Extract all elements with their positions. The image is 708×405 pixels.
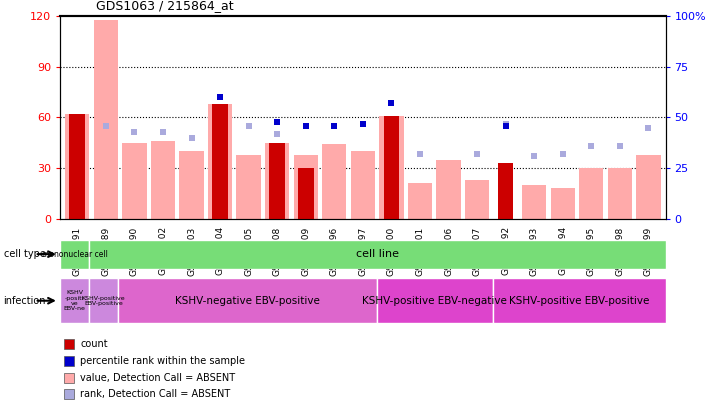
Bar [179, 151, 204, 219]
Text: KSHV-negative EBV-positive: KSHV-negative EBV-positive [175, 296, 320, 306]
Bar [465, 180, 489, 219]
Bar [208, 104, 232, 219]
Bar [379, 116, 404, 219]
Bar [384, 116, 399, 219]
Bar [65, 114, 89, 219]
Bar [93, 19, 118, 219]
Text: cell type: cell type [4, 249, 45, 259]
Bar [212, 104, 228, 219]
Bar [579, 168, 603, 219]
Bar [607, 168, 632, 219]
Bar [269, 143, 285, 219]
Bar [408, 183, 432, 219]
Bar [551, 188, 575, 219]
Bar [236, 155, 261, 219]
Text: mononuclear cell: mononuclear cell [42, 249, 108, 259]
Bar [636, 155, 661, 219]
Bar [322, 145, 346, 219]
Text: rank, Detection Call = ABSENT: rank, Detection Call = ABSENT [80, 390, 230, 399]
Text: GDS1063 / 215864_at: GDS1063 / 215864_at [96, 0, 233, 12]
Text: count: count [80, 339, 108, 349]
Bar [69, 114, 85, 219]
Bar [60, 278, 89, 323]
Bar [151, 141, 175, 219]
Bar [377, 278, 493, 323]
Text: value, Detection Call = ABSENT: value, Detection Call = ABSENT [80, 373, 235, 383]
Bar [298, 168, 314, 219]
Bar [60, 240, 89, 269]
Text: KSHV-positive EBV-negative: KSHV-positive EBV-negative [362, 296, 508, 306]
Text: KSHV-positive
EBV-positive: KSHV-positive EBV-positive [81, 296, 125, 306]
Text: cell line: cell line [355, 249, 399, 259]
Bar [493, 278, 666, 323]
Text: infection: infection [4, 296, 46, 306]
Bar [436, 160, 461, 219]
Bar [498, 163, 513, 219]
Bar [265, 143, 290, 219]
Bar [122, 143, 147, 219]
Bar [118, 278, 377, 323]
Bar [294, 155, 318, 219]
Text: percentile rank within the sample: percentile rank within the sample [80, 356, 245, 366]
Bar [350, 151, 375, 219]
Bar [522, 185, 547, 219]
Text: KSHV-positive EBV-positive: KSHV-positive EBV-positive [509, 296, 649, 306]
Text: KSHV
-positi
ve
EBV-ne: KSHV -positi ve EBV-ne [64, 290, 86, 311]
Bar [89, 278, 118, 323]
